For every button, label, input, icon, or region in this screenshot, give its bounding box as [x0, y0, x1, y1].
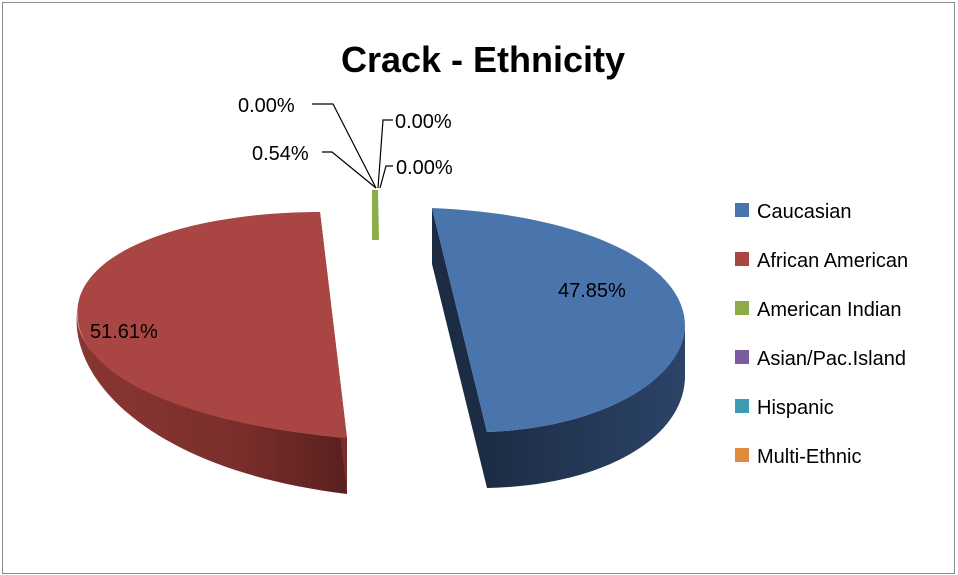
legend-label-2: American Indian [757, 299, 902, 321]
data-label-4: 0.00% [395, 111, 452, 133]
legend-label-5: Multi-Ethnic [757, 446, 861, 468]
leader-line-3 [379, 165, 393, 189]
legend-swatch-1 [735, 252, 749, 266]
legend-label-1: African American [757, 250, 908, 272]
legend-swatch-0 [735, 203, 749, 217]
chart-title: Crack - Ethnicity [341, 39, 625, 80]
data-label-1: 51.61% [90, 321, 158, 343]
data-label-3: 0.00% [238, 95, 295, 117]
legend-swatch-4 [735, 399, 749, 413]
data-label-0: 47.85% [558, 280, 626, 302]
leader-line-0 [312, 103, 377, 189]
legend-swatch-2 [735, 301, 749, 315]
slice-american-indian [372, 190, 379, 240]
legend-label-4: Hispanic [757, 397, 834, 419]
legend-label-3: Asian/Pac.Island [757, 348, 906, 370]
leader-line-1 [322, 151, 377, 189]
slice-african-american [77, 212, 347, 438]
slice-side-african-american [76, 312, 347, 494]
legend-label-0: Caucasian [757, 201, 852, 223]
data-label-2: 0.54% [252, 143, 309, 165]
legend-swatch-3 [735, 350, 749, 364]
leader-lines [312, 103, 393, 189]
leader-line-2 [377, 119, 393, 189]
slice-side-caucasian-inner [432, 208, 487, 488]
slice-caucasian [432, 208, 685, 432]
data-label-5: 0.00% [396, 157, 453, 179]
legend-swatch-5 [735, 448, 749, 462]
slice-side-caucasian [487, 326, 685, 488]
